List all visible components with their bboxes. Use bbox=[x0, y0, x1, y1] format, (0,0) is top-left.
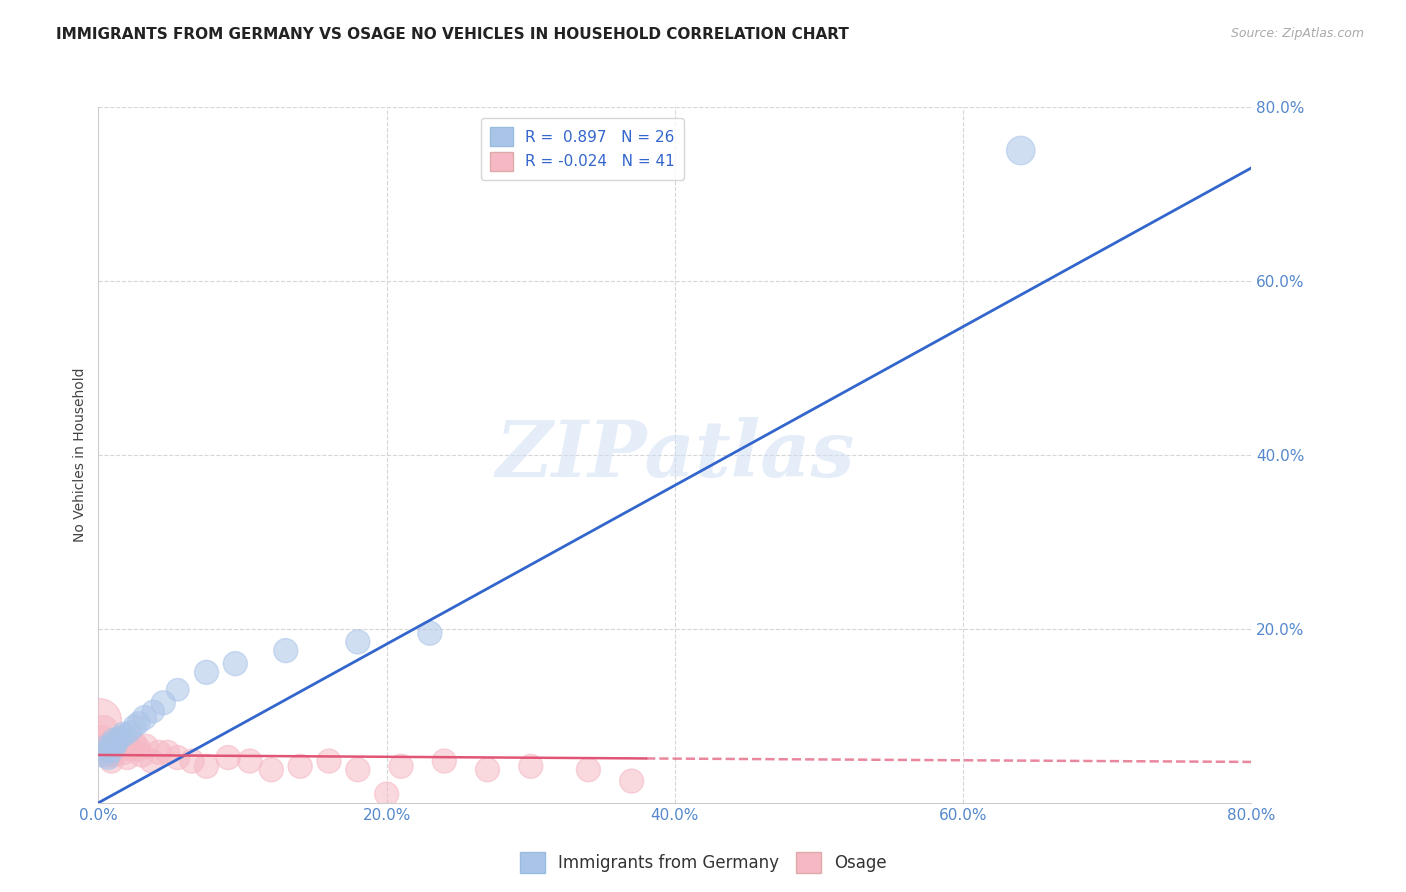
Point bbox=[97, 752, 120, 766]
Point bbox=[578, 763, 600, 777]
Point bbox=[104, 745, 127, 759]
Point bbox=[114, 728, 136, 742]
Point bbox=[124, 737, 146, 751]
Point bbox=[131, 747, 153, 762]
Point bbox=[135, 739, 157, 754]
Point bbox=[100, 745, 122, 759]
Point bbox=[94, 739, 117, 754]
Point bbox=[346, 763, 368, 777]
Point bbox=[98, 745, 121, 759]
Text: ZIPatlas: ZIPatlas bbox=[495, 417, 855, 493]
Point bbox=[94, 744, 117, 758]
Point bbox=[90, 739, 112, 754]
Point bbox=[148, 745, 170, 759]
Point bbox=[433, 754, 456, 768]
Point bbox=[166, 682, 188, 697]
Point bbox=[128, 715, 150, 730]
Point bbox=[181, 754, 204, 768]
Point bbox=[100, 754, 122, 768]
Point bbox=[96, 744, 118, 758]
Point bbox=[389, 759, 412, 773]
Legend: R =  0.897   N = 26, R = -0.024   N = 41: R = 0.897 N = 26, R = -0.024 N = 41 bbox=[481, 118, 685, 180]
Point bbox=[290, 759, 312, 773]
Point bbox=[239, 754, 262, 768]
Point bbox=[117, 750, 138, 764]
Point bbox=[96, 739, 118, 754]
Point bbox=[91, 731, 114, 745]
Point bbox=[166, 750, 188, 764]
Point bbox=[98, 742, 121, 756]
Point bbox=[217, 750, 239, 764]
Point bbox=[108, 731, 131, 745]
Point bbox=[318, 754, 340, 768]
Point bbox=[124, 719, 146, 733]
Y-axis label: No Vehicles in Household: No Vehicles in Household bbox=[73, 368, 87, 542]
Point bbox=[89, 713, 111, 727]
Point bbox=[152, 696, 174, 710]
Point bbox=[156, 745, 179, 759]
Point bbox=[105, 737, 128, 751]
Point bbox=[112, 745, 135, 759]
Point bbox=[120, 724, 142, 739]
Point bbox=[120, 742, 142, 756]
Point bbox=[104, 739, 127, 754]
Point bbox=[141, 754, 163, 768]
Point bbox=[419, 626, 441, 640]
Point bbox=[110, 733, 132, 747]
Point bbox=[477, 763, 499, 777]
Point bbox=[101, 737, 124, 751]
Point bbox=[103, 733, 125, 747]
Point bbox=[101, 747, 124, 762]
Point bbox=[103, 742, 125, 756]
Legend: Immigrants from Germany, Osage: Immigrants from Germany, Osage bbox=[513, 846, 893, 880]
Point bbox=[142, 705, 165, 719]
Point bbox=[260, 763, 283, 777]
Text: IMMIGRANTS FROM GERMANY VS OSAGE NO VEHICLES IN HOUSEHOLD CORRELATION CHART: IMMIGRANTS FROM GERMANY VS OSAGE NO VEHI… bbox=[56, 27, 849, 42]
Point bbox=[195, 759, 218, 773]
Point bbox=[346, 635, 368, 649]
Point bbox=[375, 787, 398, 801]
Point bbox=[108, 742, 131, 756]
Point bbox=[91, 747, 114, 762]
Text: Source: ZipAtlas.com: Source: ZipAtlas.com bbox=[1230, 27, 1364, 40]
Point bbox=[105, 735, 128, 749]
Point bbox=[111, 726, 134, 740]
Point bbox=[195, 665, 218, 680]
Point bbox=[128, 742, 150, 756]
Point bbox=[1010, 144, 1032, 158]
Point bbox=[520, 759, 543, 773]
Point bbox=[97, 747, 120, 762]
Point bbox=[134, 710, 156, 724]
Point bbox=[93, 722, 115, 736]
Point bbox=[620, 774, 643, 789]
Point bbox=[224, 657, 246, 671]
Point bbox=[274, 643, 297, 657]
